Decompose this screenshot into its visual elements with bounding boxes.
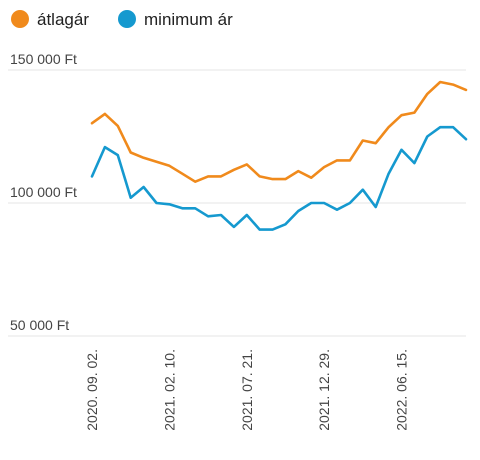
- legend-item-1[interactable]: minimum ár: [118, 10, 233, 29]
- x-tick-label: 2021. 02. 10.: [161, 349, 177, 431]
- legend-swatch: [11, 10, 29, 28]
- x-tick-label: 2022. 06. 15.: [394, 349, 410, 431]
- y-axis: 150 000 Ft 100 000 Ft 50 000 Ft: [10, 51, 77, 333]
- series-group: [90, 80, 468, 231]
- y-tick-label: 150 000 Ft: [10, 51, 77, 67]
- y-tick-label: 50 000 Ft: [10, 317, 69, 333]
- legend: átlagár minimum ár: [11, 10, 233, 29]
- legend-label: minimum ár: [144, 10, 233, 29]
- x-tick-label: 2021. 07. 21.: [239, 349, 255, 431]
- x-tick-label: 2021. 12. 29.: [316, 349, 332, 431]
- series-line-0: [90, 80, 468, 183]
- y-tick-label: 100 000 Ft: [10, 184, 77, 200]
- series-line-1: [90, 125, 468, 231]
- x-axis: 2020. 09. 02. 2021. 02. 10. 2021. 07. 21. 2…: [84, 349, 410, 431]
- legend-swatch: [118, 10, 136, 28]
- gridlines: [8, 69, 466, 337]
- x-tick-label: 2020. 09. 02.: [84, 349, 100, 431]
- legend-label: átlagár: [37, 10, 89, 29]
- legend-item-0[interactable]: átlagár: [11, 10, 89, 29]
